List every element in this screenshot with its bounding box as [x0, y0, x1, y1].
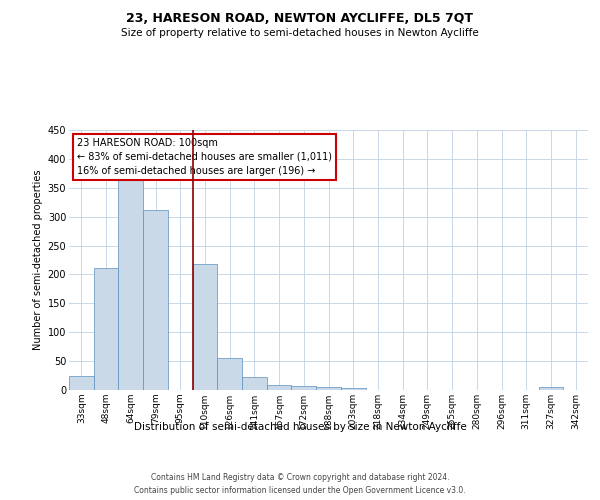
Bar — [193, 264, 217, 390]
Text: Size of property relative to semi-detached houses in Newton Aycliffe: Size of property relative to semi-detach… — [121, 28, 479, 38]
Bar — [539, 387, 563, 390]
Bar — [94, 268, 118, 390]
Bar — [242, 378, 267, 390]
Bar — [267, 386, 292, 390]
Text: Contains public sector information licensed under the Open Government Licence v3: Contains public sector information licen… — [134, 486, 466, 495]
Bar — [143, 210, 168, 390]
Y-axis label: Number of semi-detached properties: Number of semi-detached properties — [34, 170, 43, 350]
Bar — [292, 386, 316, 390]
Bar — [316, 387, 341, 390]
Bar — [118, 176, 143, 390]
Text: 23, HARESON ROAD, NEWTON AYCLIFFE, DL5 7QT: 23, HARESON ROAD, NEWTON AYCLIFFE, DL5 7… — [127, 12, 473, 26]
Text: Contains HM Land Registry data © Crown copyright and database right 2024.: Contains HM Land Registry data © Crown c… — [151, 472, 449, 482]
Bar — [341, 388, 365, 390]
Text: 23 HARESON ROAD: 100sqm
← 83% of semi-detached houses are smaller (1,011)
16% of: 23 HARESON ROAD: 100sqm ← 83% of semi-de… — [77, 138, 332, 176]
Bar — [217, 358, 242, 390]
Bar — [69, 376, 94, 390]
Text: Distribution of semi-detached houses by size in Newton Aycliffe: Distribution of semi-detached houses by … — [134, 422, 466, 432]
